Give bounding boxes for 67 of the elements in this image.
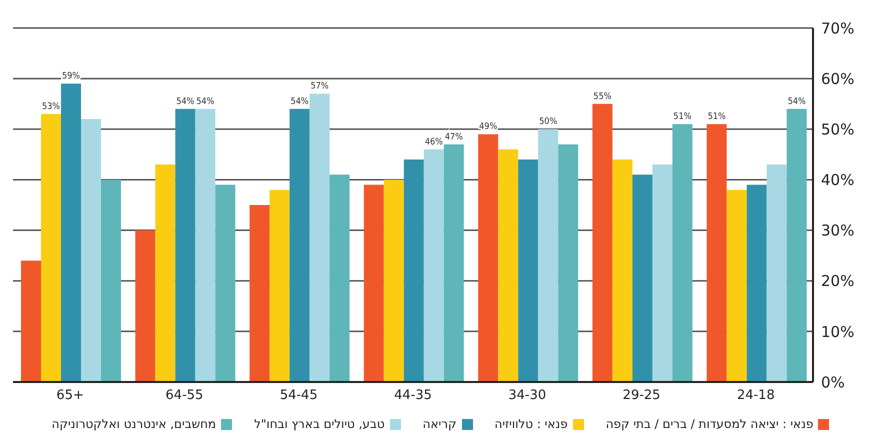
bar [155,164,176,382]
bar [424,149,444,382]
bar [612,159,632,382]
bar [364,184,384,382]
bar [478,134,498,382]
data-label: 54% [788,96,806,107]
legend-label: פנאי : יציאה למסעדות / ברים / בתי קפה [606,417,814,431]
legend-label: מחשבים, אינטרנט ואלקטרוניקה [52,417,216,431]
bar [81,119,101,382]
bar [632,174,652,382]
bar [652,164,672,382]
bar [101,180,121,382]
legend-label: קריאה [422,417,456,431]
bar [21,260,41,382]
data-label: 53% [42,102,60,112]
bar [41,114,61,382]
bar [310,94,330,382]
bar [384,180,404,382]
bar [404,159,424,382]
bar [215,184,236,382]
bar [538,129,558,382]
bar [726,190,747,382]
y-tick-label: 30% [821,222,854,240]
x-tick-label: 34-30 [508,388,546,404]
bar [195,108,216,382]
bar [290,108,310,382]
bar [175,108,196,382]
y-tick-label: 50% [821,120,854,138]
x-tick-label: 64-55 [166,388,204,404]
legend-label: טבע, טיולים בארץ ובחו"ל [254,417,385,431]
data-label: 47% [444,132,464,142]
data-label: 51% [673,112,692,122]
bar [61,84,81,382]
bar [672,124,692,382]
y-tick-label: 60% [821,70,854,88]
bar [444,144,464,382]
data-label: 54% [290,96,309,107]
bar [330,174,350,382]
data-label: 55% [593,92,612,102]
y-tick-label: 40% [821,171,854,190]
bar [498,149,518,382]
y-tick-label: 10% [821,322,854,341]
x-tick-label: 24-18 [736,388,775,404]
data-label: 57% [310,82,329,92]
x-tick-label: 44-35 [394,388,432,404]
bar [786,108,807,382]
data-label: 51% [708,112,726,122]
y-tick-label: 0% [821,373,845,392]
bar [766,164,787,382]
bar [270,190,290,382]
bar [746,184,767,382]
bar [706,124,727,382]
data-label: 54% [176,96,195,107]
data-label: 50% [539,117,558,128]
x-tick-label: 65+ [56,388,84,404]
data-label: 46% [424,137,444,148]
bar [250,205,270,382]
x-tick-label: 29-25 [622,388,660,404]
bar [518,159,538,382]
legend-label: פנאי : טלוויזיה [494,417,568,431]
bar [135,230,156,382]
y-tick-label: 70% [821,19,854,38]
bar [592,104,612,382]
y-tick-label: 20% [821,272,854,290]
x-tick-label: 54-45 [280,388,318,404]
bar [558,144,578,382]
data-label: 54% [196,96,215,107]
